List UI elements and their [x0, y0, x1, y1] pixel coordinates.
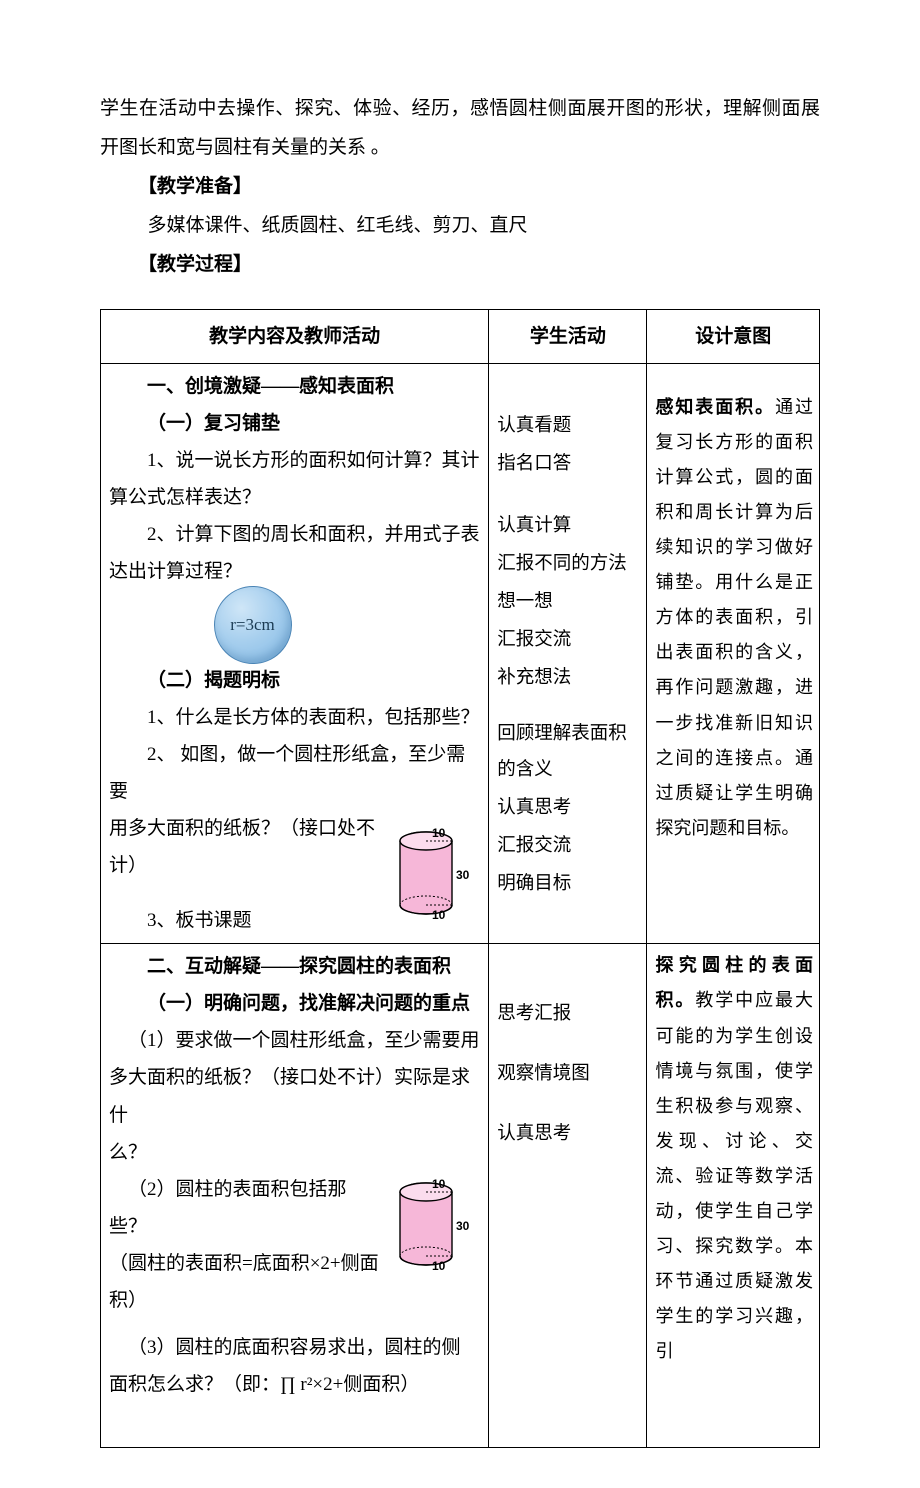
header-content: 教学内容及教师活动: [101, 309, 489, 363]
section-title: 一、创境激疑——感知表面积: [109, 368, 482, 405]
header-design: 设计意图: [647, 309, 820, 363]
cylinder-row-2: 么？ （2）圆柱的表面积包括那些？ （圆柱的表面积=底面积×2+侧面积）: [109, 1134, 482, 1319]
table-row: 二、互动解疑——探究圆柱的表面积 （一）明确问题，找准解决问题的重点 （1）要求…: [101, 944, 820, 1448]
student-line: 认真思考: [497, 790, 640, 826]
cell-design-1: 感知表面积。通过复习长方形的面积计算公式，圆的面积和周长计算为后续知识的学习做好…: [647, 363, 820, 944]
line: 么？: [109, 1134, 384, 1171]
line: 用多大面积的纸板？（接口处不计）: [109, 810, 384, 884]
dim-top: 10: [432, 827, 446, 840]
circle-figure: r=3cm: [109, 586, 482, 664]
student-line: 指名口答: [497, 446, 640, 482]
dim-bot: 10: [432, 1259, 446, 1273]
line: 算公式怎样表达？: [109, 479, 482, 516]
design-body: 教学中应最大可能的为学生创设情境与氛围，使学生积极参与观察、发现、讨论、交流、验…: [655, 990, 813, 1361]
student-line: 明确目标: [497, 866, 640, 902]
table-row: 一、创境激疑——感知表面积 （一）复习铺垫 1、说一说长方形的面积如何计算？其计…: [101, 363, 820, 944]
table-header-row: 教学内容及教师活动 学生活动 设计意图: [101, 309, 820, 363]
student-line: 想一想: [497, 584, 640, 620]
cylinder-icon: 10 30 10: [390, 1178, 482, 1274]
student-line: 回顾理解表面积的含义: [497, 716, 640, 788]
prep-heading: 【教学准备】: [100, 168, 820, 207]
line: 2、 如图，做一个圆柱形纸盒，至少需要: [109, 736, 482, 810]
student-line: 认真看题: [497, 408, 640, 444]
intro-block: 学生在活动中去操作、探究、体验、经历，感悟圆柱侧面展开图的形状，理解侧面展开图长…: [100, 90, 820, 285]
line: 3、板书课题: [109, 902, 384, 939]
subsection-title: （一）复习铺垫: [109, 405, 482, 442]
header-student: 学生活动: [489, 309, 647, 363]
line: 达出计算过程？: [109, 553, 482, 590]
design-body: 通过复习长方形的面积计算公式，圆的面积和周长计算为后续知识的学习做好铺垫。用什么…: [655, 397, 813, 838]
proc-heading: 【教学过程】: [100, 246, 820, 285]
line: （3）圆柱的底面积容易求出，圆柱的侧: [109, 1329, 482, 1366]
line: 1、什么是长方体的表面积，包括那些？: [109, 699, 482, 736]
student-line: 思考汇报: [497, 996, 640, 1032]
cylinder-icon: 10 30 10: [390, 827, 482, 923]
student-line: 补充想法: [497, 660, 640, 696]
student-line: 汇报不同的方法: [497, 546, 640, 582]
cell-content-1: 一、创境激疑——感知表面积 （一）复习铺垫 1、说一说长方形的面积如何计算？其计…: [101, 363, 489, 944]
subsection-title: （二）揭题明标: [109, 662, 482, 699]
dim-top: 10: [432, 1178, 446, 1191]
spacer: [100, 285, 820, 309]
design-lead: 感知表面积。: [655, 397, 775, 417]
cell-design-2: 探究圆柱的表面积。教学中应最大可能的为学生创设情境与氛围，使学生积极参与观察、发…: [647, 944, 820, 1448]
section-title: 二、互动解疑——探究圆柱的表面积: [109, 948, 482, 985]
cell-content-2: 二、互动解疑——探究圆柱的表面积 （一）明确问题，找准解决问题的重点 （1）要求…: [101, 944, 489, 1448]
document-page: 学生在活动中去操作、探究、体验、经历，感悟圆柱侧面展开图的形状，理解侧面展开图长…: [0, 0, 920, 1488]
circle-label: r=3cm: [230, 608, 275, 641]
cell-student-1: 认真看题 指名口答 认真计算 汇报不同的方法 想一想 汇报交流 补充想法 回顾理…: [489, 363, 647, 944]
student-line: 汇报交流: [497, 622, 640, 658]
line: （2）圆柱的表面积包括那些？: [109, 1171, 384, 1245]
subsection-title: （一）明确问题，找准解决问题的重点: [109, 985, 482, 1022]
line: （1）要求做一个圆柱形纸盒，至少需要用: [109, 1022, 482, 1059]
line: 2、计算下图的周长和面积，并用式子表: [109, 516, 482, 553]
cylinder-row: 用多大面积的纸板？（接口处不计） 3、板书课题 10: [109, 810, 482, 939]
dim-bot: 10: [432, 908, 446, 922]
line: 1、说一说长方形的面积如何计算？其计: [109, 442, 482, 479]
student-line: 认真计算: [497, 508, 640, 544]
line: （圆柱的表面积=底面积×2+侧面积）: [109, 1245, 384, 1319]
line: 多大面积的纸板？（接口处不计）实际是求什: [109, 1059, 482, 1133]
student-line: 汇报交流: [497, 828, 640, 864]
dim-side: 30: [456, 1219, 470, 1233]
line: 面积怎么求？（即：∏ r²×2+侧面积）: [109, 1366, 482, 1403]
circle-icon: r=3cm: [214, 586, 292, 664]
intro-paragraph: 学生在活动中去操作、探究、体验、经历，感悟圆柱侧面展开图的形状，理解侧面展开图长…: [100, 90, 820, 168]
cell-student-2: 思考汇报 观察情境图 认真思考: [489, 944, 647, 1448]
lesson-plan-table: 教学内容及教师活动 学生活动 设计意图 一、创境激疑——感知表面积 （一）复习铺…: [100, 309, 820, 1448]
student-line: 认真思考: [497, 1116, 640, 1152]
prep-body: 多媒体课件、纸质圆柱、红毛线、剪刀、直尺: [100, 207, 820, 246]
student-line: 观察情境图: [497, 1056, 640, 1092]
dim-side: 30: [456, 868, 470, 882]
